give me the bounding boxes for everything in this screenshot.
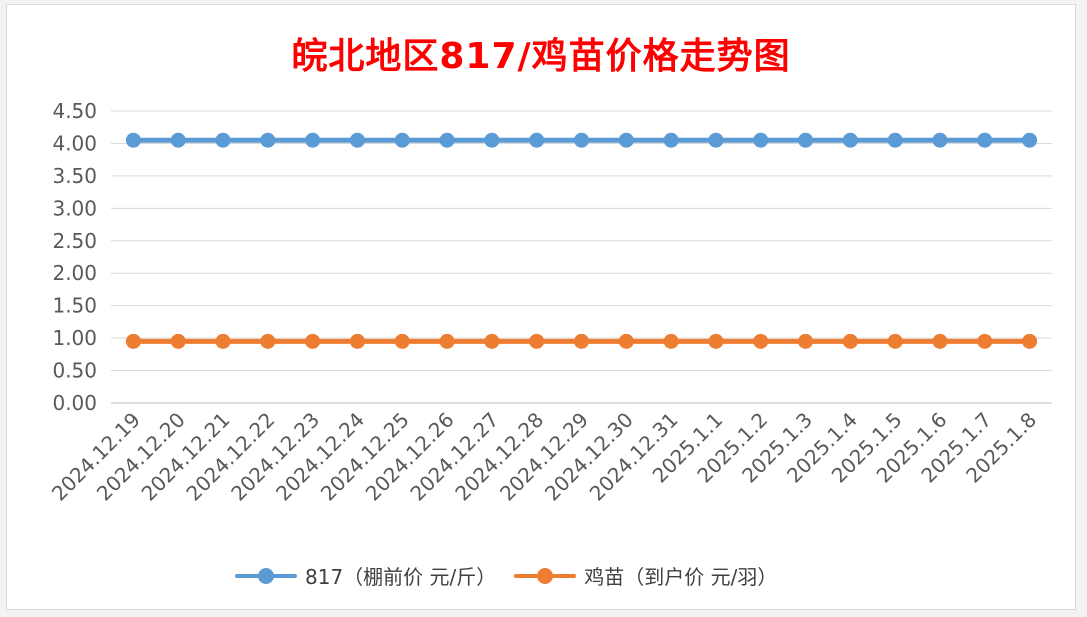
legend-item-chick[interactable]: 鸡苗（到户价 元/羽） [514, 561, 777, 590]
data-point [215, 333, 231, 349]
y-tick-label: 4.00 [52, 131, 97, 155]
data-point [618, 333, 634, 349]
data-point [1022, 132, 1038, 148]
y-tick-label: 2.50 [52, 229, 97, 253]
legend-swatch-chick [514, 567, 577, 584]
data-point [977, 333, 993, 349]
data-point [1022, 333, 1038, 349]
data-point [842, 333, 858, 349]
data-point [977, 132, 993, 148]
data-point [887, 132, 903, 148]
data-point [932, 333, 948, 349]
data-point [708, 333, 724, 349]
data-point [394, 132, 410, 148]
data-point [305, 132, 321, 148]
legend-item-817[interactable]: 817（棚前价 元/斤） [235, 561, 496, 590]
data-point [349, 333, 365, 349]
data-point [574, 132, 589, 148]
chart-legend: 817（棚前价 元/斤） 鸡苗（到户价 元/羽） [235, 561, 777, 590]
data-point [349, 132, 365, 148]
data-point [798, 333, 814, 349]
data-point [260, 333, 276, 349]
data-point [305, 333, 321, 349]
legend-swatch-817 [235, 567, 297, 584]
data-point [125, 333, 141, 349]
data-point [753, 132, 769, 148]
legend-label-817: 817（棚前价 元/斤） [305, 565, 497, 589]
data-point [484, 333, 500, 349]
data-point [484, 132, 500, 148]
data-point [394, 333, 410, 349]
chart-frame: 皖北地区817/鸡苗价格走势图 0.00 0.50 1.00 1.50 2.00 2.50… [6, 4, 1076, 610]
y-tick-label: 0.50 [52, 359, 97, 383]
data-point [574, 333, 589, 349]
y-tick-label: 1.50 [52, 294, 97, 318]
data-point [753, 333, 769, 349]
data-point [215, 132, 231, 148]
data-point [932, 132, 948, 148]
data-point [663, 333, 679, 349]
data-point [439, 333, 455, 349]
y-tick-label: 4.50 [52, 99, 97, 123]
data-point [887, 333, 903, 349]
y-tick-label: 0.00 [52, 391, 97, 415]
data-point [618, 132, 634, 148]
data-point [708, 132, 724, 148]
y-tick-label: 2.00 [52, 261, 97, 285]
y-tick-label: 1.00 [52, 326, 97, 350]
data-point [170, 333, 186, 349]
data-point [125, 132, 141, 148]
data-point [529, 132, 545, 148]
y-tick-label: 3.00 [52, 196, 97, 220]
data-point [842, 132, 858, 148]
data-point [798, 132, 814, 148]
data-point [260, 132, 276, 148]
legend-label-chick: 鸡苗（到户价 元/羽） [584, 565, 778, 589]
chart-plot-area: 0.00 0.50 1.00 1.50 2.00 2.50 3.00 3.50 4.00 4.50… [47, 99, 1052, 506]
data-point [439, 132, 455, 148]
chart-title: 皖北地区817/鸡苗价格走势图 [291, 36, 791, 77]
data-point [663, 132, 679, 148]
data-point [170, 132, 186, 148]
data-point [529, 333, 545, 349]
y-tick-label: 3.50 [52, 164, 97, 188]
